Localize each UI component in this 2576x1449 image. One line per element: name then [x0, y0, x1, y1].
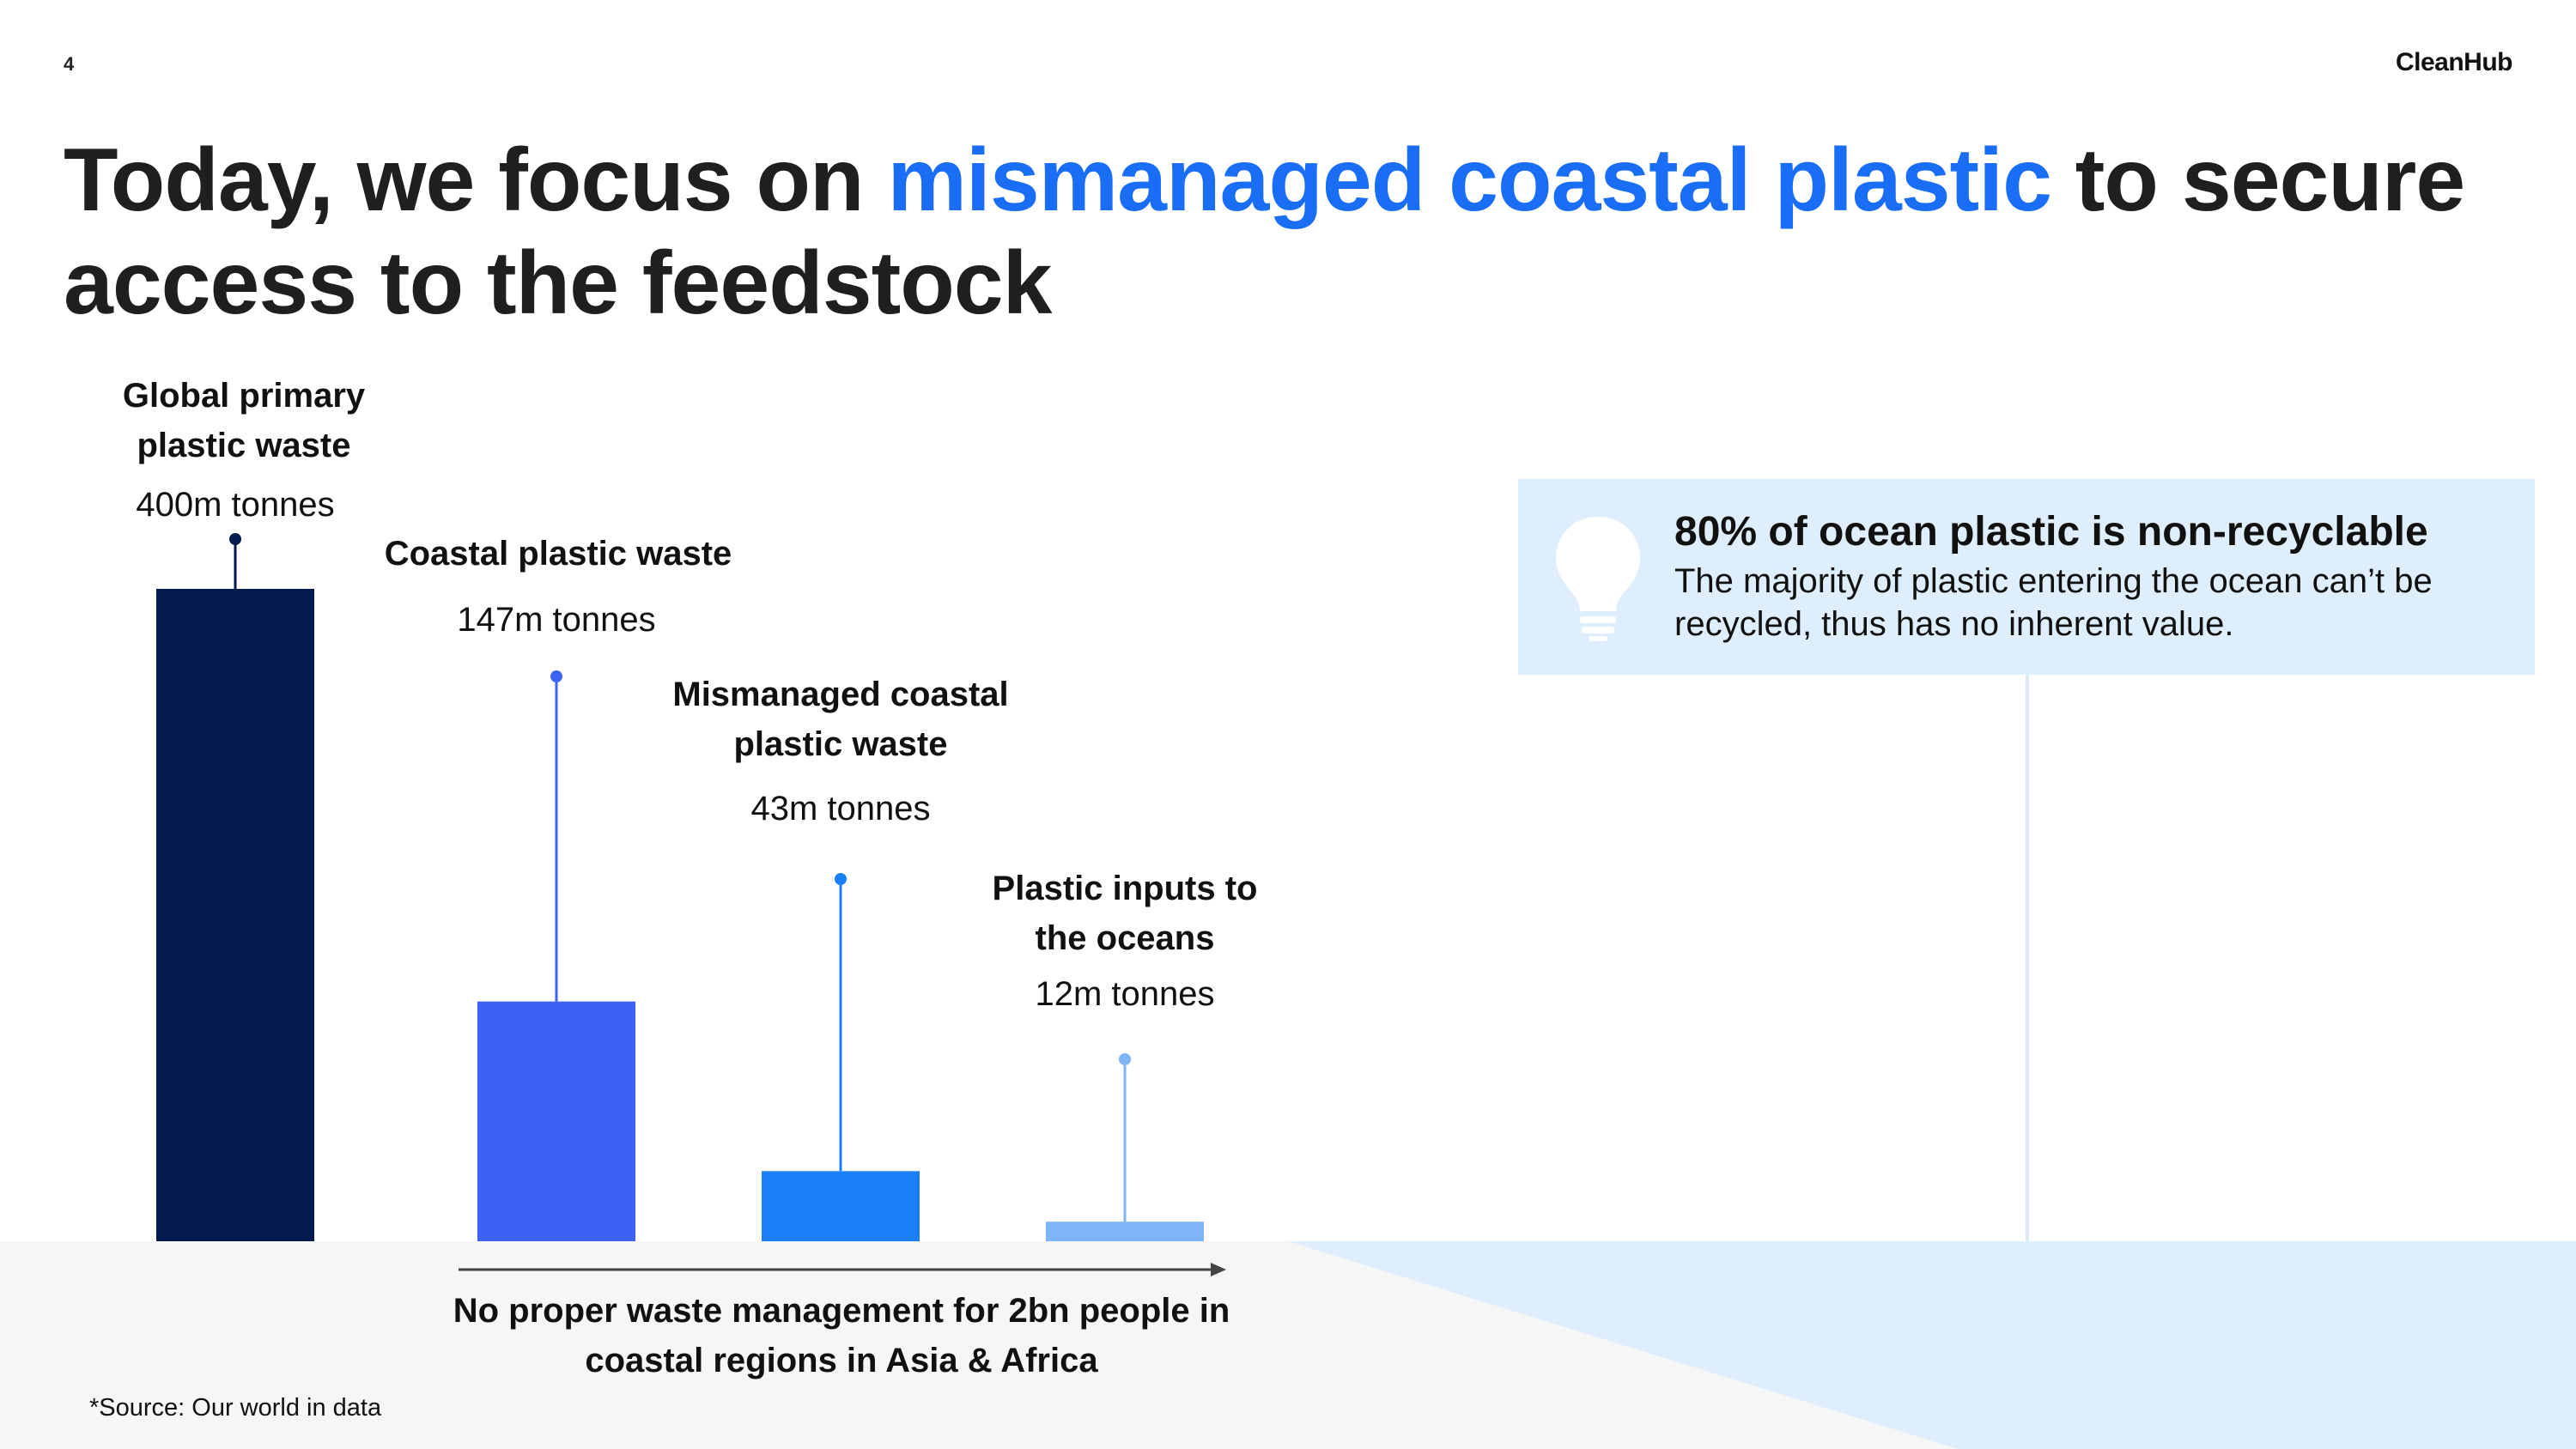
leader-dot-3 [835, 873, 847, 885]
brand-logo: CleanHub [2395, 48, 2513, 76]
title-part-2: to secure access to the feedstock [64, 130, 2465, 333]
category-label-4: Plastic inputs to the oceans [992, 870, 1258, 957]
value-label-1: 400m tonnes [136, 486, 335, 524]
page-title: Today, we focus on mismanaged coastal pl… [64, 129, 2511, 335]
callout-box: 80% of ocean plastic is non-recyclable T… [1518, 479, 2535, 675]
bar-3 [762, 1171, 920, 1241]
value-label-3: 43m tonnes [750, 790, 931, 828]
arrow-caption: No proper waste management for 2bn peopl… [453, 1292, 1230, 1379]
callout-body: The majority of plastic entering the oce… [1674, 562, 2433, 643]
bar-2 [477, 1001, 635, 1241]
value-label-2: 147m tonnes [457, 601, 656, 639]
bar-1 [156, 589, 314, 1241]
category-label-3: Mismanaged coastal plastic waste [672, 676, 1009, 763]
category-label-2: Coastal plastic waste [384, 535, 732, 573]
bar-4 [1046, 1222, 1204, 1241]
value-label-4: 12m tonnes [1035, 975, 1215, 1013]
leader-dot-1 [229, 533, 241, 545]
page-number: 4 [64, 53, 75, 75]
category-label-1: Global primary plastic waste [122, 377, 366, 464]
title-highlight: mismanaged coastal plastic [887, 130, 2051, 230]
lightbulb-icon [1556, 517, 1640, 641]
leader-dot-2 [550, 670, 562, 682]
leader-dot-4 [1119, 1053, 1131, 1065]
title-part-1: Today, we focus on [64, 130, 888, 230]
source-note: *Source: Our world in data [89, 1394, 382, 1422]
callout-title: 80% of ocean plastic is non-recyclable [1674, 509, 2428, 555]
